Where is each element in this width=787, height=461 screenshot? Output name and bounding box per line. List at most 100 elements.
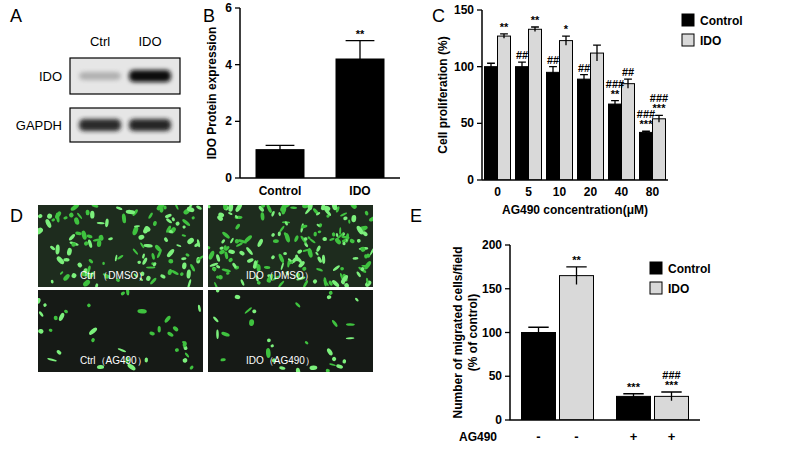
plot-area [522,267,689,420]
cell [131,225,139,236]
cell [120,291,126,296]
error-bar [346,41,375,78]
bar [516,67,529,180]
cell [324,205,332,212]
cell [165,218,172,225]
x-tick-label: 5 [525,185,532,199]
error-bar [487,63,495,70]
cell [138,234,145,240]
cell [328,290,333,295]
cell [239,250,246,256]
cell [295,301,301,308]
cell [54,316,58,321]
cell [283,252,287,255]
cell [185,253,190,257]
cell [181,257,187,260]
cell [278,231,282,236]
bar [591,53,604,180]
y-axis [239,8,241,178]
cell [48,328,52,332]
cell [294,235,300,243]
y-axis-label: IDO Protein expression [205,27,219,160]
bar [617,396,651,420]
cell [208,246,211,250]
error-bar [566,267,586,285]
cell [91,205,99,208]
cell [181,218,191,227]
cell [342,239,347,243]
cell [364,210,369,216]
y-tick [477,123,482,124]
cell [182,358,188,364]
cell [278,253,285,263]
y-tick [235,177,240,178]
cell [238,238,248,244]
significance: ## [578,62,590,74]
significance: ** [572,254,581,266]
cell [317,256,323,263]
y-tick-label: 200 [482,238,502,252]
cell [208,205,211,209]
cell [181,234,186,237]
panel-label: E [410,206,422,226]
cell [245,246,254,256]
cell [63,309,68,314]
y-tick-label: 100 [482,326,502,340]
micrograph [38,290,203,372]
cell [158,326,161,333]
cell [38,227,44,235]
cell [164,213,172,218]
cell [156,249,162,259]
cell [214,282,219,287]
cell [117,348,126,353]
y-axis-label-line: (% of control) [466,294,480,371]
x-tick-label: Control [259,184,302,198]
cell [186,269,191,279]
cell [221,331,231,337]
cell [38,227,43,234]
cell [356,271,362,278]
cell [71,242,76,247]
cell [278,280,285,287]
cell [348,219,351,223]
cell [340,274,349,285]
y-tick [505,288,510,289]
micrograph [208,205,373,287]
cell [228,257,234,263]
bar [560,41,573,180]
cell [325,369,330,372]
cell [208,250,215,260]
x-tick-label: - [574,429,578,444]
cell [249,319,255,326]
error-bar [655,115,663,122]
cell [117,254,124,260]
cell [166,248,176,258]
bar [609,104,622,180]
cell [331,205,338,211]
cell [49,245,56,251]
cell [215,254,220,262]
cell [309,365,317,370]
cell [76,262,83,269]
cell [182,225,186,229]
cell [266,205,273,214]
cell [152,262,157,267]
cell [271,232,276,237]
y-tick-label: 100 [454,60,474,74]
cell [71,272,78,279]
cell [342,359,346,364]
cell [229,237,234,243]
cell [218,275,223,280]
error-bar [593,45,601,61]
cell [307,248,314,259]
y-tick-label: 50 [461,116,475,130]
cell [75,231,82,236]
cell [270,344,274,348]
cell [68,212,75,219]
y-tick [235,7,240,8]
cell [212,266,218,271]
bar [622,84,635,180]
legend-label: Control [668,262,711,276]
blot-band [79,119,121,131]
y-tick [477,9,482,10]
